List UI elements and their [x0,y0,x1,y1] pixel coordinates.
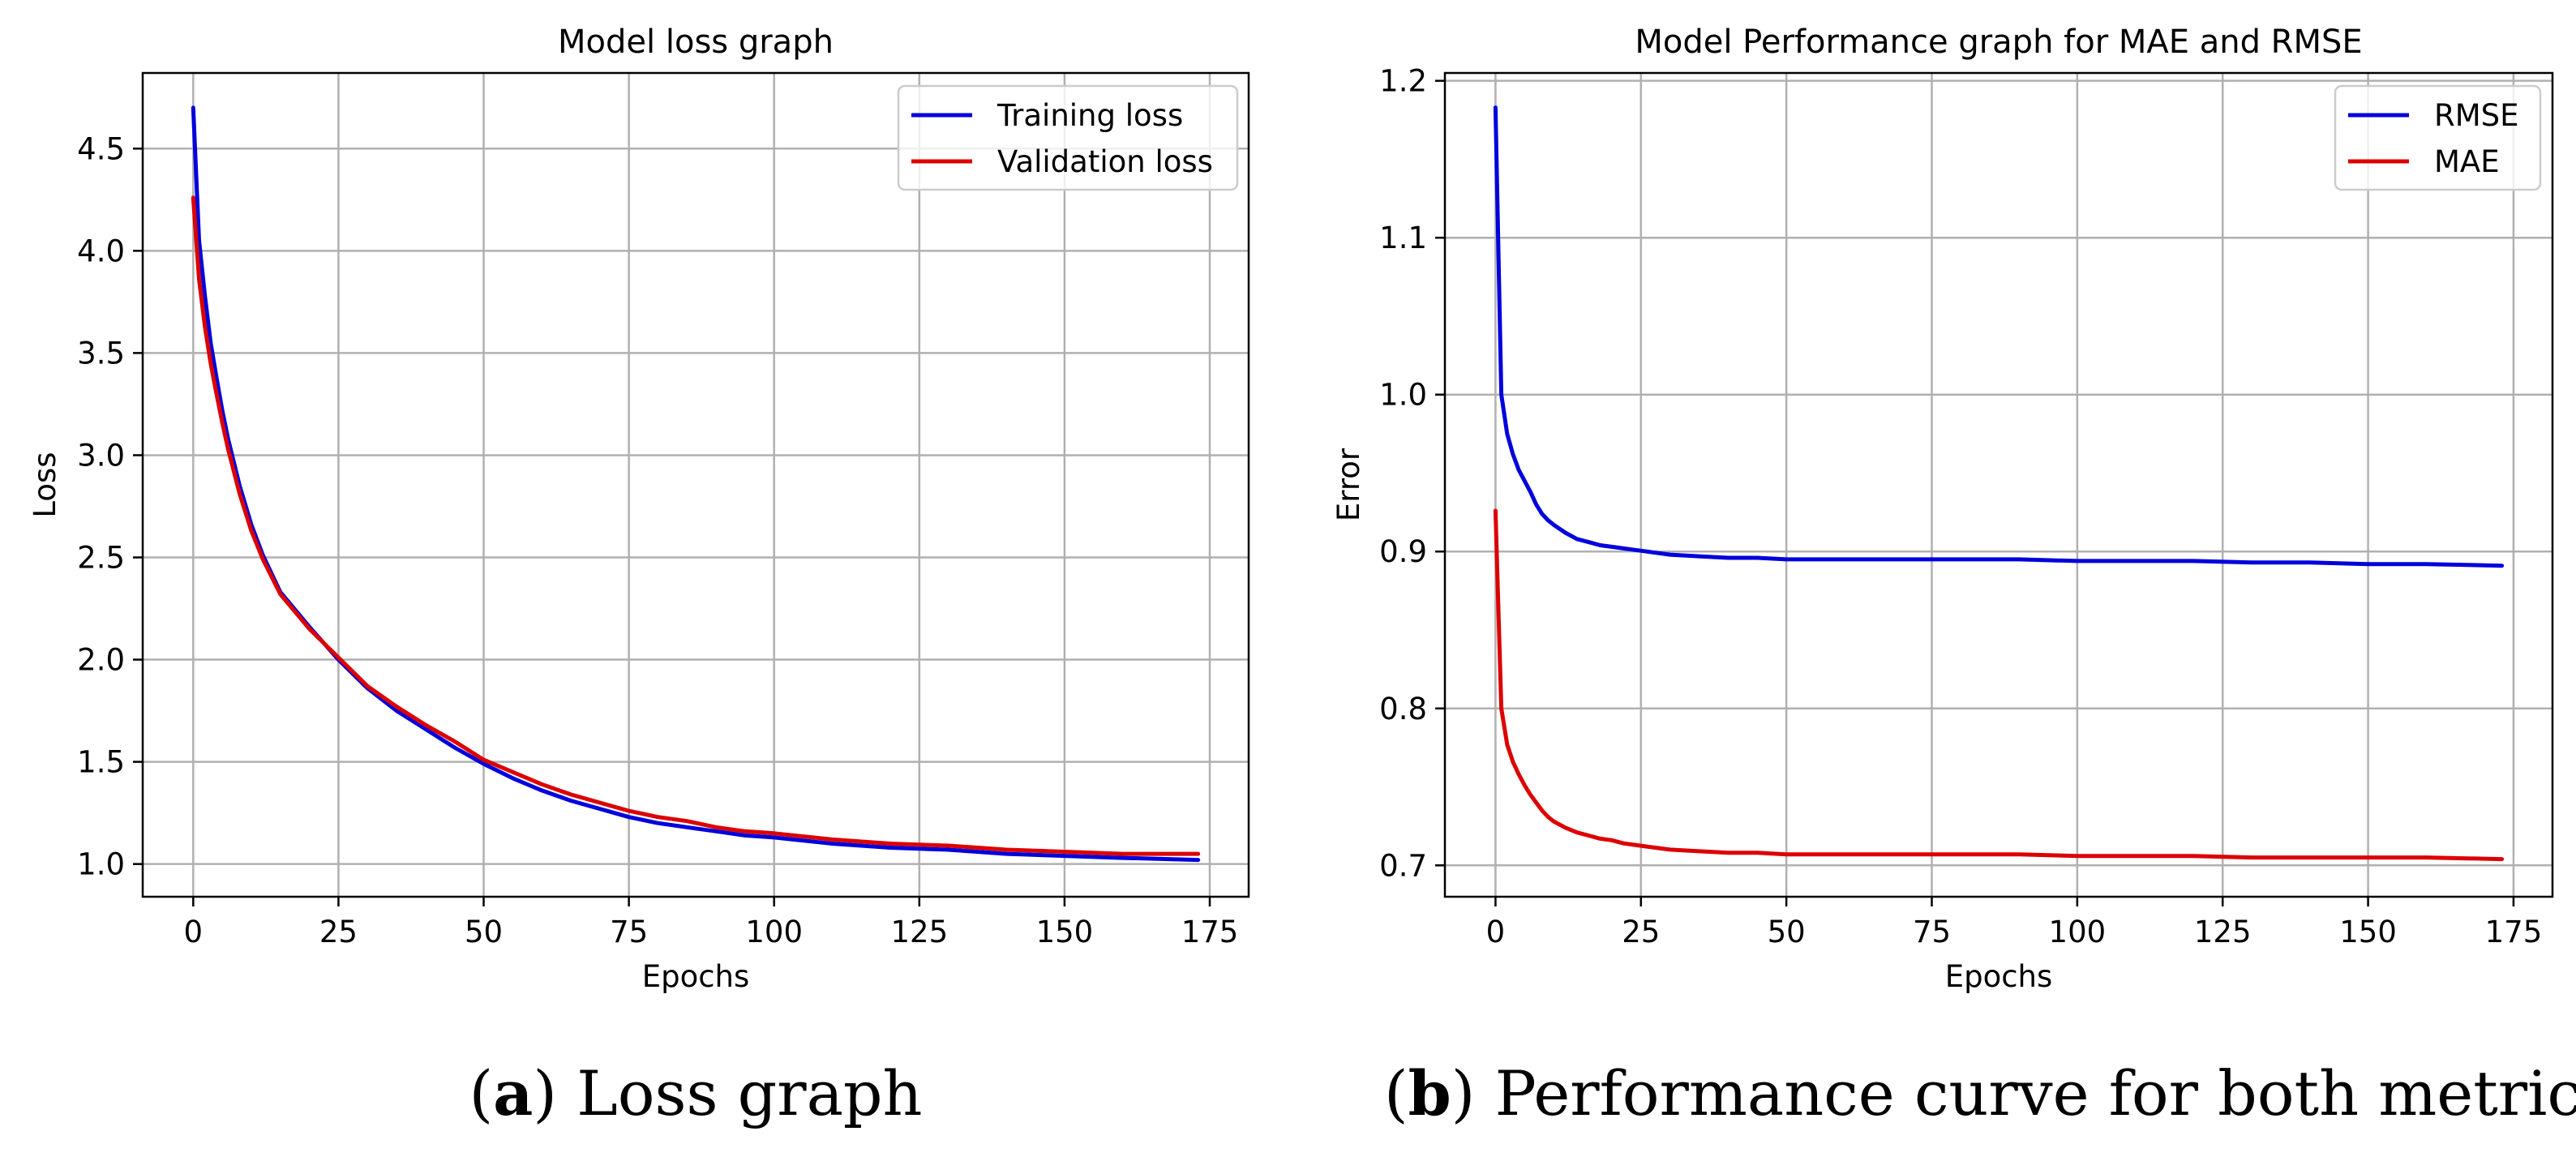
legend-label-training-loss: Training loss [997,98,1183,133]
y-tick-label: 0.8 [1379,692,1427,726]
performance-chart: Model Performance graph for MAE and RMSE… [1331,24,2554,994]
caption-b-label: b [1408,1057,1451,1129]
x-tick-label: 0 [184,915,204,949]
caption-b: (b) Performance curve for both metrics [1384,1057,2576,1129]
x-tick-label: 150 [1036,915,1094,949]
plot-frame [1443,71,2554,898]
x-tick-label: 75 [610,915,648,949]
series-line-training-loss [191,105,1201,863]
legend-label-mae: MAE [2434,144,2500,179]
legend-label-validation-loss: Validation loss [997,144,1213,179]
x-tick-label: 175 [1181,915,1239,949]
series-group [191,105,1201,863]
series-group [1493,105,2505,862]
x-axis-ticks: 0 25 50 75 100 125 150 175 [184,897,1239,949]
y-tick-label: 2.0 [77,643,125,678]
x-axis-ticks: 0 25 50 75 100 125 150 175 [1486,897,2543,949]
caption-a: (a) Loss graph [469,1057,923,1129]
x-tick-label: 25 [319,915,358,949]
y-tick-label: 1.1 [1379,221,1427,255]
y-axis-ticks: 0.7 0.8 0.9 1.0 1.1 1.2 [1379,64,1445,883]
x-tick-label: 50 [1768,915,1806,949]
x-tick-label: 175 [2485,915,2543,949]
x-tick-label: 0 [1486,915,1506,949]
legend-box [897,84,1239,191]
legend: Training loss Validation loss [897,84,1239,191]
y-tick-label: 4.5 [77,131,125,166]
y-axis-ticks: 1.0 1.5 2.0 2.5 3.0 3.5 4.0 4.5 [77,131,143,882]
x-tick-label: 150 [2339,915,2397,949]
y-tick-label: 1.2 [1379,64,1427,99]
x-tick-label: 100 [745,915,803,949]
x-tick-label: 125 [890,915,948,949]
legend-label-rmse: RMSE [2434,98,2519,133]
x-tick-label: 75 [1913,915,1951,949]
y-tick-label: 3.0 [77,438,125,473]
y-tick-label: 3.5 [77,336,125,371]
x-tick-label: 125 [2194,915,2252,949]
plot-frame [141,71,1250,898]
legend-box [2334,84,2542,191]
x-axis-label: Epochs [1945,959,2053,994]
x-tick-label: 50 [465,915,503,949]
y-axis-label: Loss [28,452,62,517]
y-tick-label: 1.5 [77,745,125,780]
x-tick-label: 100 [2049,915,2107,949]
y-tick-label: 1.0 [1379,378,1427,413]
y-tick-label: 1.0 [77,847,125,882]
caption-a-text: Loss graph [576,1057,922,1129]
legend: RMSE MAE [2334,84,2542,191]
series-line-mae [1493,508,2505,862]
series-line-validation-loss [191,195,1201,856]
caption-a-label: a [493,1057,533,1129]
chart-title: Model Performance graph for MAE and RMSE [1635,24,2362,61]
caption-b-text: Performance curve for both metrics [1495,1057,2576,1129]
y-tick-label: 2.5 [77,540,125,575]
series-line-rmse [1493,105,2505,568]
loss-chart: Model loss graph 0 25 50 75 100 125 150 175 1.0… [28,24,1250,994]
grid [143,73,1249,897]
x-axis-label: Epochs [642,959,750,994]
y-tick-label: 4.0 [77,234,125,268]
y-tick-label: 0.7 [1379,848,1427,883]
x-tick-label: 25 [1622,915,1660,949]
y-tick-label: 0.9 [1379,534,1427,569]
y-axis-label: Error [1331,448,1366,521]
grid [1445,73,2552,897]
chart-title: Model loss graph [558,24,834,61]
